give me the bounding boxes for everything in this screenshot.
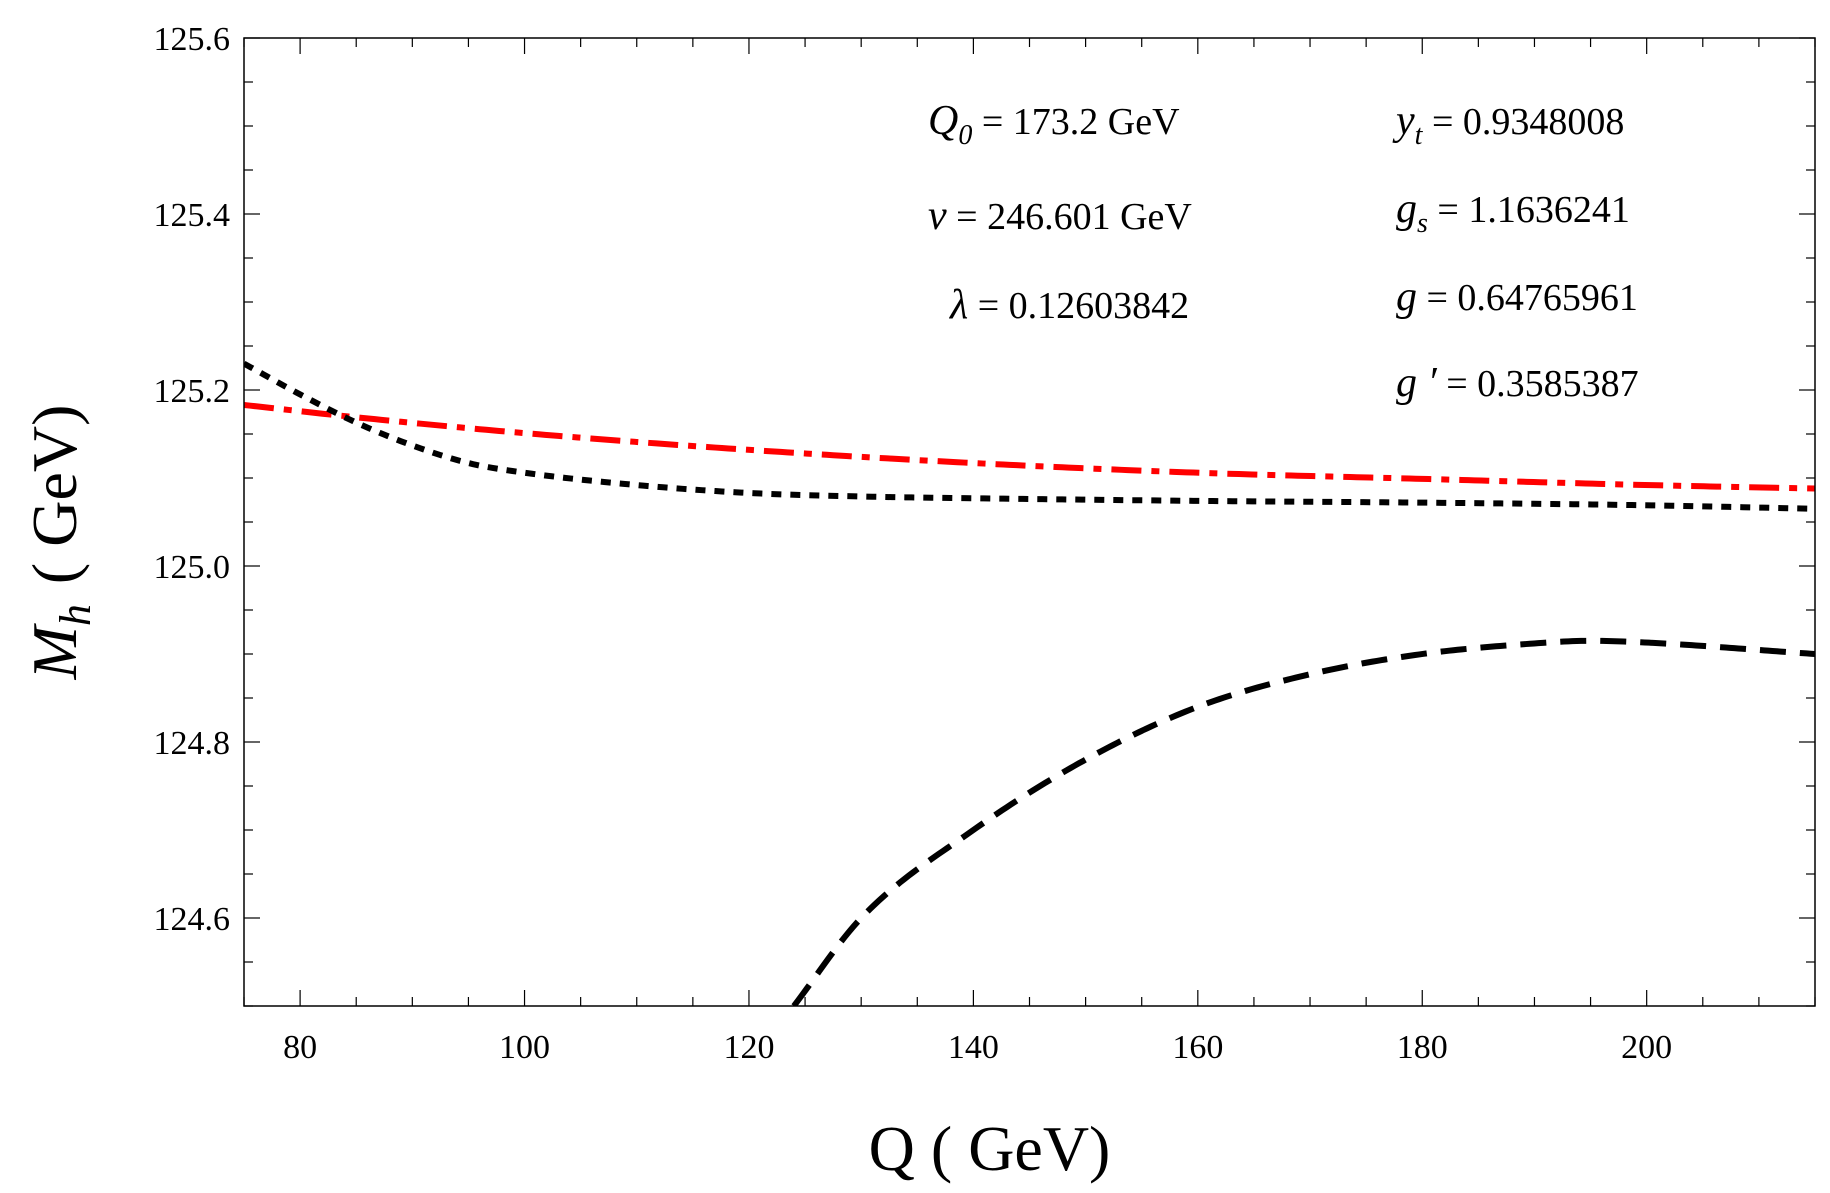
axes-layer [243, 37, 1816, 1007]
labels-layer: 80 100 120 140 160 180 200 124.6 124.8 125.0 125.2… [19, 21, 1672, 1184]
series-line-dotted [244, 360, 1815, 512]
param-right-0-subscript: t [1415, 120, 1424, 151]
param-right-3-value: = 0.3585387 [1437, 363, 1639, 405]
y-axis-subscript: h [51, 604, 100, 626]
param-left-0-subscript: 0 [958, 120, 972, 151]
y-axis-title-text: Mh ( GeV) [19, 405, 100, 681]
param-right-1: gs = 1.1636241 [1396, 186, 1630, 239]
x-axis-title: Q ( GeV) [869, 1113, 1111, 1184]
param-left-0: Q0 = 173.2 GeV [928, 98, 1180, 151]
y-tick-label: 124.8 [154, 725, 231, 762]
param-right-1-symbol: g [1396, 186, 1417, 232]
parameter-legend: Q0 = 173.2 GeV v = 246.601 GeV λ = 0.12603… [928, 98, 1639, 406]
param-right-2: g = 0.64765961 [1396, 274, 1638, 320]
param-right-0-symbol: y [1392, 98, 1415, 144]
series-line-dashed [791, 637, 1815, 1006]
y-axis-symbol: M [19, 622, 90, 680]
param-right-1-value: = 1.1636241 [1428, 189, 1630, 231]
param-right-0-value: = 0.9348008 [1422, 101, 1624, 143]
param-left-0-value: = 173.2 GeV [972, 101, 1180, 143]
y-tick-label: 125.4 [154, 197, 231, 234]
x-tick-label: 160 [1172, 1029, 1223, 1066]
param-right-1-subscript: s [1417, 208, 1428, 239]
y-axis-title: Mh ( GeV) [19, 405, 100, 681]
x-tick-label: 140 [948, 1029, 999, 1066]
y-axis-unit: ( GeV) [19, 405, 90, 584]
y-tick-label: 125.2 [154, 373, 231, 410]
param-right-2-symbol: g [1396, 274, 1417, 320]
param-left-1-value: = 246.601 GeV [947, 196, 1193, 238]
param-left-2: λ = 0.12603842 [948, 282, 1189, 328]
param-right-2-value: = 0.64765961 [1417, 277, 1638, 319]
param-left-2-symbol: λ [948, 282, 968, 328]
y-tick-label: 125.0 [154, 549, 231, 586]
param-left-1-symbol: v [928, 193, 947, 239]
param-right-0: yt = 0.9348008 [1392, 98, 1624, 151]
y-tick-label: 125.6 [154, 21, 231, 58]
x-tick-label: 100 [499, 1029, 550, 1066]
x-tick-label: 120 [723, 1029, 774, 1066]
param-left-1: v = 246.601 GeV [928, 193, 1192, 239]
x-tick-label: 80 [283, 1029, 317, 1066]
x-tick-label: 200 [1621, 1029, 1672, 1066]
x-tick-label: 180 [1397, 1029, 1448, 1066]
param-left-2-value: = 0.12603842 [968, 285, 1189, 327]
param-right-3: g ′ = 0.3585387 [1396, 360, 1639, 406]
y-tick-label: 124.6 [154, 901, 231, 938]
param-left-0-symbol: Q [928, 98, 958, 144]
series-layer [244, 360, 1815, 1006]
param-right-3-symbol: g ′ [1396, 360, 1438, 406]
